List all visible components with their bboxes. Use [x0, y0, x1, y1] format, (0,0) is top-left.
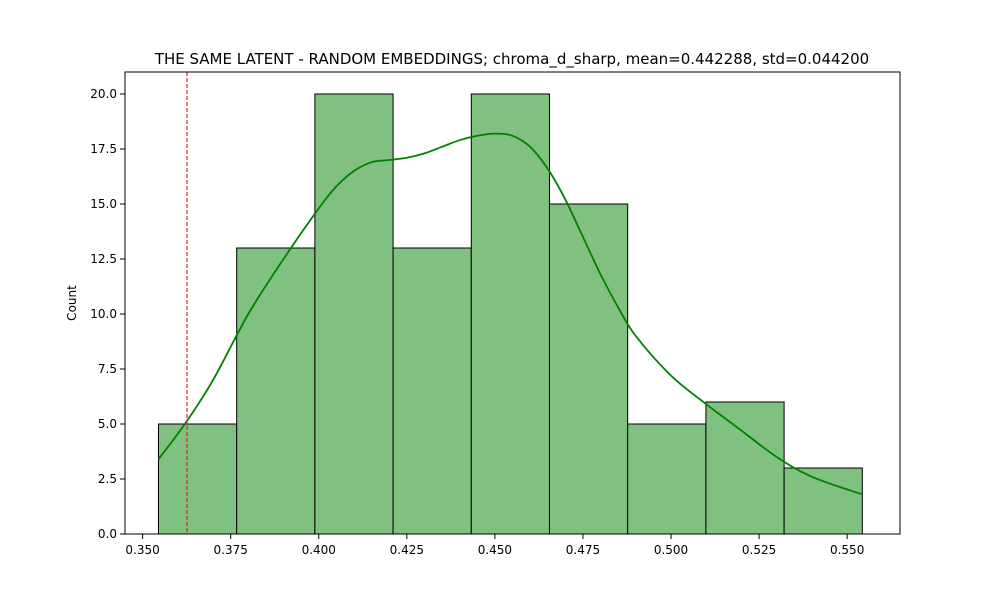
y-tick-label: 20.0 — [90, 87, 117, 101]
x-tick-label: 0.425 — [390, 543, 424, 557]
y-tick-label: 5.0 — [98, 417, 117, 431]
y-axis-ticks: 0.0 2.5 5.0 7.5 10.0 12.5 15.0 17.5 20.0 — [90, 87, 125, 541]
x-tick-label: 0.550 — [830, 543, 864, 557]
x-tick-label: 0.450 — [478, 543, 512, 557]
histogram-bar — [705, 401, 785, 535]
y-tick-label: 10.0 — [90, 307, 117, 321]
histogram-bar — [392, 247, 472, 535]
kde-group — [157, 132, 863, 496]
histogram-bar — [548, 203, 629, 535]
x-tick-label: 0.500 — [654, 543, 688, 557]
x-tick-label: 0.475 — [566, 543, 600, 557]
histogram-bar — [236, 247, 316, 535]
histogram-bar — [627, 423, 707, 535]
kde-curve — [157, 132, 863, 496]
y-tick-label: 2.5 — [98, 472, 117, 486]
y-tick-label: 7.5 — [98, 362, 117, 376]
histogram-bar — [783, 467, 863, 535]
x-tick-label: 0.400 — [302, 543, 336, 557]
histogram-bar — [314, 93, 394, 535]
y-tick-label: 17.5 — [90, 142, 117, 156]
plot-frame — [124, 71, 901, 535]
x-tick-label: 0.525 — [742, 543, 776, 557]
x-tick-label: 0.375 — [214, 543, 248, 557]
histogram-bar — [470, 93, 550, 535]
bars-group — [157, 93, 863, 535]
y-tick-label: 12.5 — [90, 252, 117, 266]
y-tick-label: 0.0 — [98, 527, 117, 541]
y-axis-label: Count — [65, 285, 79, 321]
x-axis-ticks: 0.350 0.375 0.400 0.425 0.450 0.475 0.500 0.525… — [125, 534, 864, 557]
histogram-bar — [157, 423, 238, 535]
x-tick-label: 0.350 — [125, 543, 159, 557]
chart-title: THE SAME LATENT - RANDOM EMBEDDINGS; chr… — [154, 50, 869, 69]
y-tick-label: 15.0 — [90, 197, 117, 211]
